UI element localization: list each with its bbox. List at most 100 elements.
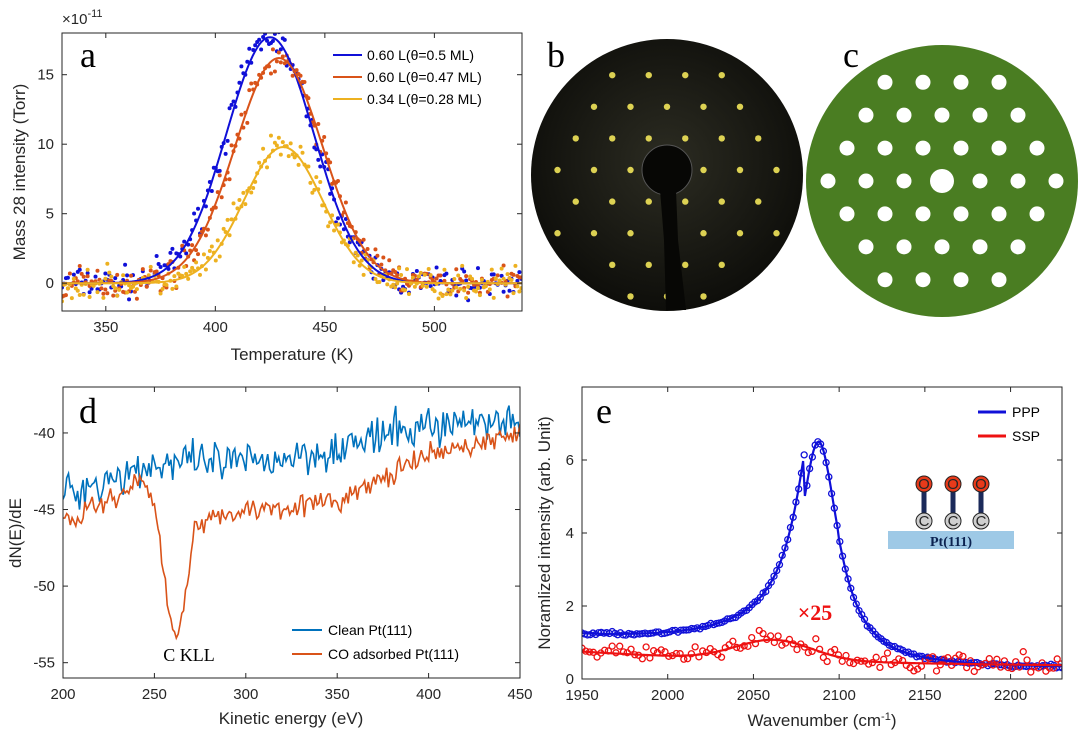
simulated-spot [1010,107,1026,123]
data-point [489,267,494,272]
data-point [278,47,283,52]
data-point [203,233,208,238]
diffraction-spot [682,261,689,269]
data-point [377,280,382,285]
diffraction-spot [700,166,707,174]
data-point [105,261,110,266]
data-point [773,566,781,575]
data-point [227,106,232,111]
data-point [399,272,404,277]
diffraction-spot [736,103,744,110]
simulated-spots [820,74,1064,288]
data-point [217,173,222,178]
legend-label: Clean Pt(111) [328,622,412,638]
legend: 0.60 L(θ=0.5 ML) 0.60 L(θ=0.47 ML) 0.34 L(… [333,47,482,107]
y-tick-label: 2 [566,598,574,615]
legend-label: CO adsorbed Pt(111) [328,646,459,662]
plot-e-marks [582,438,1062,676]
data-point [156,261,161,266]
panel-d: 200 250 300 350 400 450 -40 -45 -50 -55 Kinetic e… [6,386,533,728]
data-point [442,278,447,283]
axes-frame [62,386,521,679]
oxygen-atom [972,475,990,493]
simulated-spot [877,140,893,156]
diffraction-spot [755,198,762,205]
data-point [812,635,820,643]
gun-holder [660,190,686,310]
data-point [454,267,459,272]
y-tick-label: 0 [566,671,574,688]
x-tick-label: 450 [507,686,532,703]
data-point [511,291,516,296]
plot-a-marks [62,33,522,304]
data-point [475,286,480,291]
data-point [474,289,478,294]
data-point [493,276,498,281]
data-point [272,69,277,74]
data-point [501,263,506,268]
data-point [410,275,415,280]
data-point [288,141,293,146]
diffraction-spot [718,198,725,205]
diffraction-spot [627,103,634,110]
data-point [507,288,512,293]
diffraction-spot [572,198,579,205]
carbon-label: C [976,513,987,530]
data-point [63,293,68,298]
data-point [361,237,366,242]
carbon-atom [915,512,933,530]
peak-annotation: C KLL [163,645,215,665]
data-point [190,243,195,248]
y-axis-label: Mass 28 intensity (Torr) [10,84,29,261]
data-point [209,244,214,249]
y-axis-label: dN(E)/dE [6,498,25,568]
data-point [217,254,222,259]
data-point [111,293,116,298]
data-point [1053,655,1061,663]
diffraction-spot [736,166,744,174]
data-point [464,274,469,279]
data-point [657,646,665,654]
diffraction-spot [682,71,689,79]
data-point [428,273,433,278]
data-point [405,267,409,272]
diffraction-spot [645,71,652,79]
simulated-spot [858,107,874,123]
data-point [130,284,135,289]
data-point [125,290,130,295]
data-point [259,47,264,52]
oxygen-label: O [975,476,987,493]
data-point [312,187,317,192]
data-point [231,201,236,206]
data-point [290,152,295,157]
data-point [517,270,522,275]
data-point [67,271,72,276]
data-point [221,226,226,231]
legend: PPP SSP [978,404,1040,444]
data-point [123,262,128,267]
data-point [99,286,104,291]
data-point [225,138,230,143]
carbon-label: C [919,513,930,530]
data-point [296,162,301,167]
x-tick-label: 350 [93,319,118,336]
data-point [336,222,340,227]
data-point [117,287,122,292]
data-point [687,650,696,658]
data-point [328,160,333,165]
data-point [270,38,275,43]
carbon-atom [972,512,990,530]
data-point [804,648,812,657]
data-point [440,294,445,299]
simulated-spot [915,140,931,156]
data-point [113,286,118,291]
simulated-spot [991,206,1007,222]
data-point [748,633,756,642]
data-point [146,273,151,278]
data-point [245,59,250,64]
legend-label: 0.60 L(θ=0.47 ML) [367,69,482,85]
y-tick-label: -55 [33,655,55,672]
data-point [113,276,118,281]
panel-label: b [547,35,565,75]
